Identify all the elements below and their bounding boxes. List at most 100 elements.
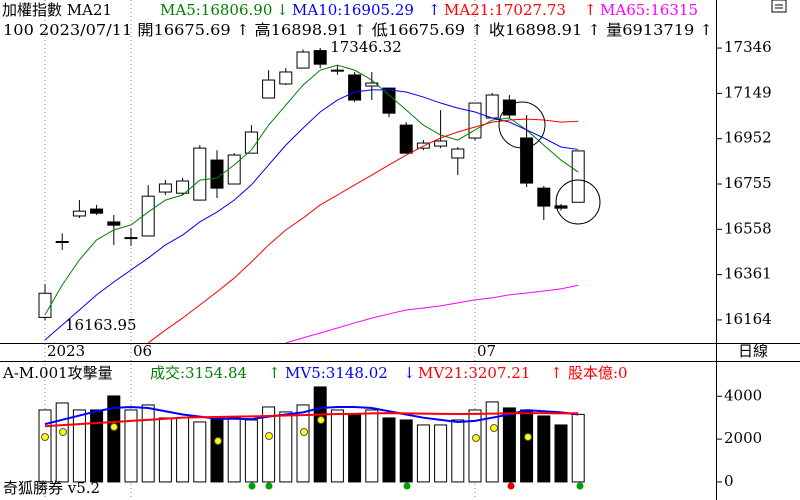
- volume-bar: [348, 414, 362, 483]
- signal-dot: [507, 482, 515, 490]
- signal-dot: [110, 423, 118, 431]
- candle-body: [520, 137, 534, 184]
- y-tick-label: 16361: [724, 265, 772, 283]
- volume-bar: [55, 402, 69, 483]
- volume-bar: [330, 409, 344, 483]
- volume-bar: [90, 409, 104, 483]
- volume-bar: [399, 419, 413, 483]
- volume-bar: [313, 386, 327, 483]
- candle-body: [399, 124, 413, 154]
- mv-line: [44, 405, 579, 426]
- volume-bar: [502, 407, 516, 483]
- price-annotation: 17346.32: [330, 38, 402, 56]
- signal-dot: [472, 434, 480, 442]
- candle-body: [537, 187, 551, 207]
- price-annotation: 16163.95: [65, 316, 137, 334]
- header-item: MA21:17027.73: [444, 1, 566, 19]
- candle-body: [193, 147, 207, 201]
- signal-dot: [214, 437, 222, 445]
- candle-body: [38, 292, 52, 318]
- volume-bar: [279, 411, 293, 483]
- candle-body: [348, 74, 362, 101]
- header-item: ↑: [268, 364, 281, 382]
- header-item: MV21:3207.21: [418, 364, 530, 382]
- candle-body: [451, 148, 465, 159]
- y-tick-label: 17149: [724, 83, 772, 101]
- price-header: 加權指數 MA21 MA5:16806.90 ↓ MA10:16905.29 ↑ MA21…: [2, 1, 698, 19]
- volume-bar: [193, 421, 207, 483]
- candle-body: [90, 208, 104, 214]
- header-item: MV5:3148.02: [285, 364, 388, 382]
- volume-bar: [571, 413, 585, 483]
- volume-bar: [416, 424, 430, 483]
- footer-label: 奇狐勝券 v5.2: [3, 479, 100, 497]
- candle-body: [176, 180, 190, 194]
- highlight-circle: [498, 101, 546, 149]
- volume-bar: [158, 417, 172, 483]
- signal-dot: [59, 428, 67, 436]
- volume-bar: [537, 415, 551, 483]
- volume-bar: [124, 409, 138, 483]
- candle-body: [554, 205, 568, 209]
- y-tick-label: 16952: [724, 129, 772, 147]
- candle-body: [365, 82, 379, 87]
- candle-body: [244, 131, 258, 154]
- volume-bar: [434, 424, 448, 483]
- candle-body: [107, 221, 121, 226]
- candle-body: [485, 94, 499, 119]
- signal-dot: [300, 428, 308, 436]
- x-tick-label: 07: [477, 342, 496, 360]
- volume-bar: [227, 417, 241, 483]
- candle-body: [296, 51, 310, 69]
- candle-body: [571, 150, 585, 203]
- header-item: A-M.001攻擊量: [2, 364, 113, 382]
- y-tick-label: 17346: [724, 38, 772, 56]
- y-tick-label: 16558: [724, 219, 772, 237]
- highlight-circle: [555, 179, 601, 225]
- header-item: MA10:16905.29: [292, 1, 414, 19]
- candle-body: [279, 71, 293, 85]
- volume-bar: [554, 424, 568, 483]
- candle-body: [434, 140, 448, 147]
- ma-line: [147, 118, 579, 343]
- volume-bar: [382, 417, 396, 483]
- candle-body: [502, 99, 516, 116]
- mv-line: [44, 412, 579, 428]
- volume-bar: [141, 404, 155, 483]
- signal-dot: [265, 432, 273, 440]
- volume-bar: [365, 409, 379, 483]
- candle-body: [55, 241, 69, 243]
- signal-dot: [41, 433, 49, 441]
- y-tick-label: 16164: [724, 310, 772, 328]
- volume-bar: [520, 409, 534, 483]
- volume-bar: [107, 395, 121, 483]
- signal-dots: [41, 416, 584, 490]
- signal-dot: [576, 482, 584, 490]
- candle-body: [313, 50, 327, 65]
- signal-dot: [403, 482, 411, 490]
- x-tick-label: 06: [133, 342, 152, 360]
- y-tick-label: 0: [724, 472, 734, 490]
- signal-dot: [524, 433, 532, 441]
- candle-body: [330, 69, 344, 72]
- y-tick-label: 4000: [724, 386, 762, 404]
- volume-bar: [244, 419, 258, 483]
- header-item: MA5:16806.90: [160, 1, 272, 19]
- header-item: ↑: [550, 364, 563, 382]
- candle-body: [227, 154, 241, 185]
- header-item: ↓: [276, 1, 289, 19]
- y-tick-label: 2000: [724, 429, 762, 447]
- quote-line: 100 2023/07/11 開16675.69 ↑ 高16898.91 ↑ 低…: [3, 21, 713, 39]
- signal-dot: [265, 482, 273, 490]
- header-item: MA65:16315: [600, 1, 698, 19]
- header-item: 股本億:0: [568, 364, 628, 382]
- x-tick-label: 2023: [47, 342, 85, 360]
- signal-dot: [317, 416, 325, 424]
- price-panel: [38, 47, 585, 343]
- ma-line: [285, 284, 579, 343]
- window-icon[interactable]: [771, 0, 787, 13]
- volume-bar: [296, 404, 310, 483]
